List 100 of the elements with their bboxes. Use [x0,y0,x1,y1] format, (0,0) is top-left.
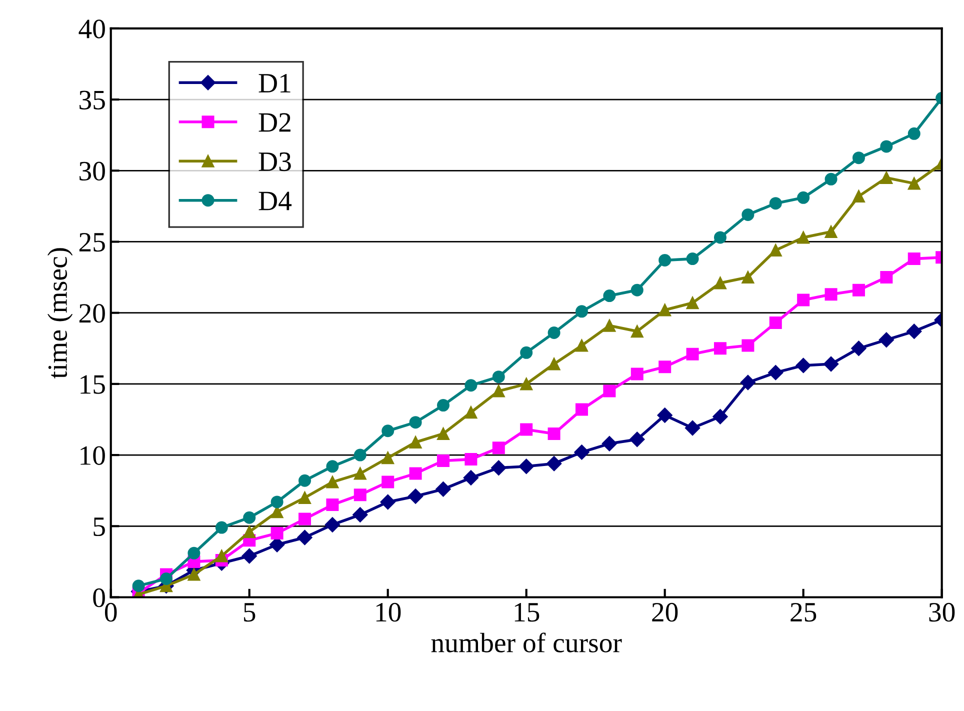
point [436,399,450,412]
point [824,172,838,186]
point [797,294,810,306]
point [769,197,782,210]
point [686,348,699,360]
point [796,358,811,374]
y-tick-label: 30 [80,162,105,181]
point [852,190,865,202]
point [908,177,920,190]
point [188,568,200,581]
point [492,370,505,384]
y-tick-label: 25 [79,232,105,252]
point [270,496,284,508]
y-tick-label: 0 [93,588,105,608]
point [242,548,257,564]
point [686,296,699,310]
point [658,360,672,374]
point [518,458,534,474]
x-tick-label: 10 [376,602,401,622]
point [630,325,644,338]
x-tick-label: 25 [790,602,816,622]
point [408,488,424,504]
point [714,231,726,244]
point [742,208,754,221]
point [520,378,533,390]
x-tick-label: 5 [244,603,256,622]
point [436,482,451,497]
point [851,340,866,356]
point [326,460,339,473]
point [878,332,894,348]
x-tick-label: 20 [652,602,678,622]
y-tick-label: 15 [80,375,105,394]
point [602,436,618,452]
point [297,530,312,546]
point [354,448,366,462]
point [880,172,893,184]
point [409,467,422,480]
point [491,460,506,476]
point [630,432,645,447]
point [630,368,644,380]
point [548,427,560,440]
point [852,152,865,164]
point [658,254,672,266]
point [630,284,644,296]
point [906,324,922,339]
point [436,427,450,440]
point [354,488,366,502]
y-tick-label: 10 [80,446,105,465]
point [298,474,312,487]
point [464,379,478,392]
point [352,507,368,522]
point [380,494,396,510]
point [188,546,200,560]
y-tick-label: 20 [79,304,105,323]
point [712,409,728,424]
point [658,304,672,316]
point [298,512,312,526]
point [908,127,920,140]
point [740,374,756,390]
point [436,454,450,467]
point [215,521,228,534]
point [823,356,839,372]
point [243,511,256,524]
point [908,252,920,266]
point [742,339,754,352]
point [824,288,838,301]
point [382,452,394,464]
point [686,252,699,266]
legend-label: D2 [258,113,290,132]
x-tick-label: 15 [514,603,540,622]
legend-label: D3 [258,152,291,172]
y-tick-label: 35 [80,90,105,110]
point [575,403,588,416]
point [603,290,616,302]
point [546,456,562,472]
point [215,550,228,562]
point [270,527,284,540]
point [354,467,366,480]
point [548,358,560,370]
point [492,442,505,454]
point [852,284,865,296]
point [657,408,672,423]
point [684,420,700,436]
legend-label: D1 [258,74,290,92]
y-tick-label: 5 [94,518,105,536]
legend-label: D4 [258,192,292,210]
point [298,491,312,504]
point [326,476,339,488]
point [575,305,588,318]
point [464,406,478,419]
point [714,276,726,290]
point [714,342,726,355]
point [742,271,754,284]
point [520,346,533,359]
point [409,416,422,429]
point [160,572,173,586]
x-tick-label: 30 [929,602,955,622]
point [603,384,616,398]
point [464,453,478,466]
point [492,384,505,398]
